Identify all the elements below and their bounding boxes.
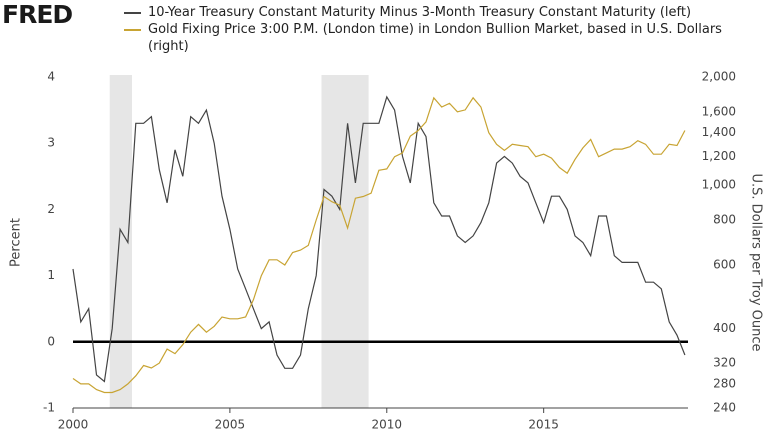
y2-tick-label: 1,000 xyxy=(702,178,736,192)
y-axis-label: Percent xyxy=(9,218,24,267)
logo[interactable]: FRED xyxy=(2,0,73,29)
x-tick-label: 2015 xyxy=(528,418,559,432)
x-tick-label: 2010 xyxy=(372,418,403,432)
legend-swatch xyxy=(124,12,141,14)
legend-entry: Gold Fixing Price 3:00 P.M. (London time… xyxy=(124,21,754,55)
legend-label: Gold Fixing Price 3:00 P.M. (London time… xyxy=(148,22,722,54)
x-tick-label: 2005 xyxy=(215,418,246,432)
y2-tick-label: 240 xyxy=(713,401,736,415)
y2-axis-label: U.S. Dollars per Troy Ounce xyxy=(749,173,764,351)
legend: 10-Year Treasury Constant Maturity Minus… xyxy=(124,4,754,55)
shaded-period xyxy=(321,75,369,408)
y2-tick-label: 1,400 xyxy=(702,125,736,139)
legend-label: 10-Year Treasury Constant Maturity Minus… xyxy=(148,5,692,20)
y-tick-label: 3 xyxy=(47,136,55,150)
y2-tick-label: 600 xyxy=(713,257,736,271)
y2-tick-label: 400 xyxy=(713,321,736,335)
series-line xyxy=(72,96,686,394)
y-tick-label: 1 xyxy=(47,268,55,282)
series-line xyxy=(72,95,686,383)
y2-tick-label: 2,000 xyxy=(702,70,736,84)
y-tick-label: 2 xyxy=(47,202,55,216)
y2-tick-label: 800 xyxy=(713,213,736,227)
x-tick-label: 2000 xyxy=(58,418,89,432)
y2-tick-label: 1,200 xyxy=(702,149,736,163)
y2-tick-label: 320 xyxy=(713,356,736,370)
y-tick-label: 0 xyxy=(47,334,55,348)
y2-tick-label: 280 xyxy=(713,376,736,390)
legend-entry: 10-Year Treasury Constant Maturity Minus… xyxy=(124,4,754,21)
y-tick-label: -1 xyxy=(43,401,55,415)
shaded-period xyxy=(109,75,132,408)
y-tick-label: 4 xyxy=(47,70,55,84)
y2-tick-label: 1,600 xyxy=(702,104,736,118)
legend-swatch xyxy=(124,29,141,31)
